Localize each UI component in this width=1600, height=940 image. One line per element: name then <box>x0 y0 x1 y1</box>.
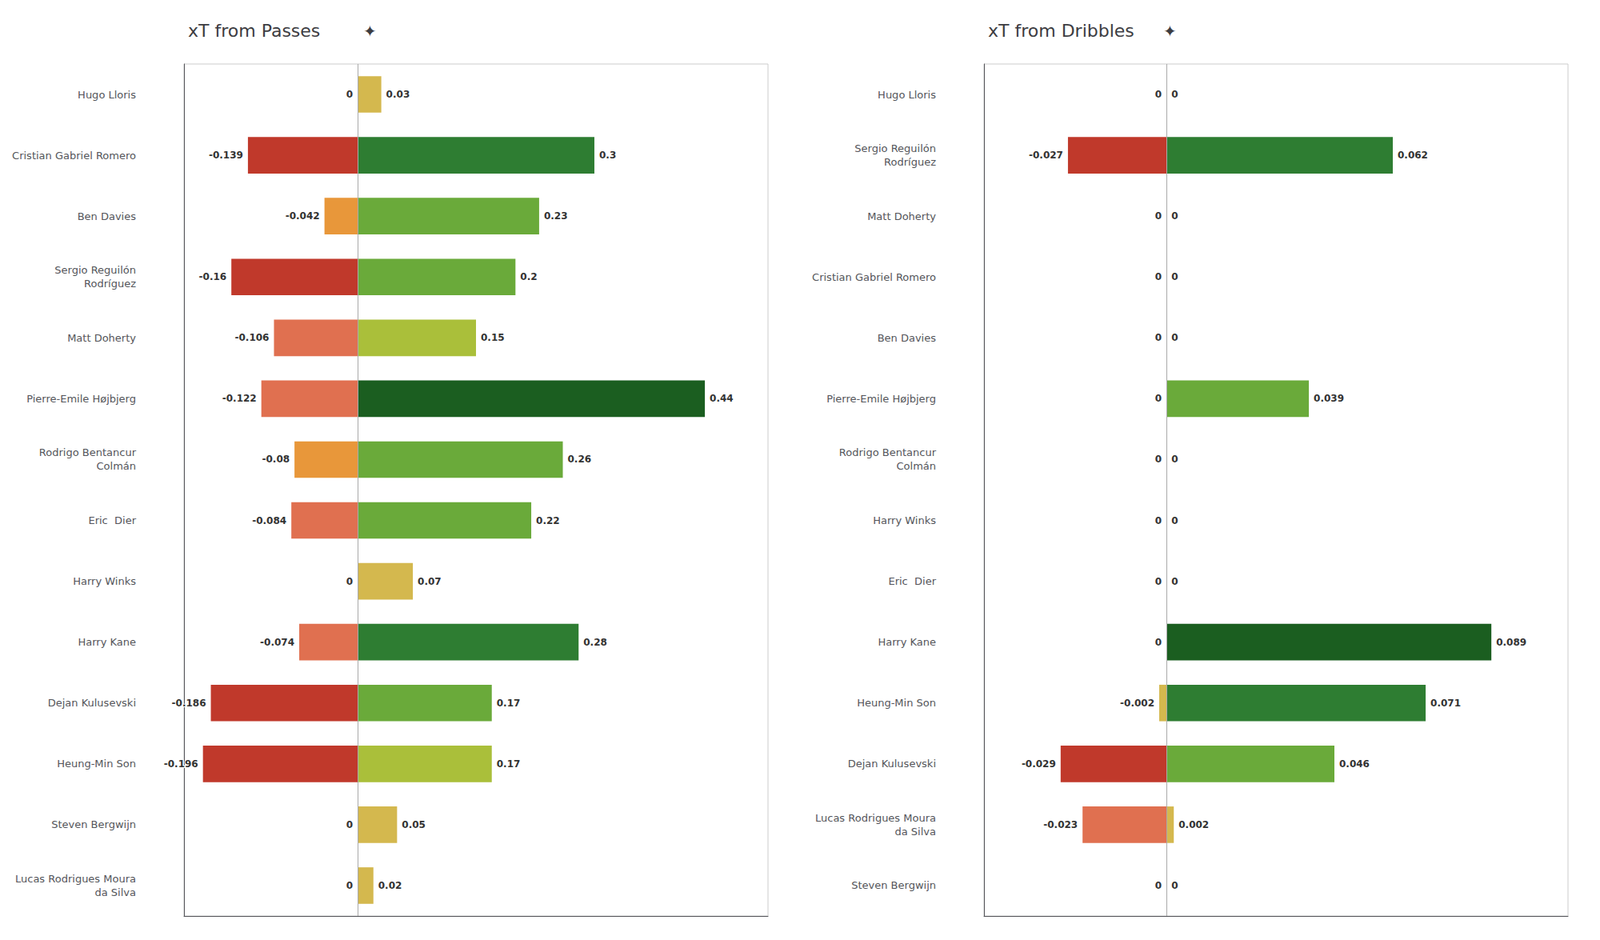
svg-text:da Silva: da Silva <box>95 886 137 899</box>
svg-text:-0.122: -0.122 <box>222 392 257 404</box>
svg-text:0: 0 <box>1155 210 1162 222</box>
svg-text:0: 0 <box>1171 880 1178 892</box>
svg-text:-0.074: -0.074 <box>260 636 295 648</box>
svg-text:Matt Doherty: Matt Doherty <box>867 210 936 223</box>
svg-text:0.23: 0.23 <box>544 210 568 222</box>
svg-text:0: 0 <box>1155 636 1162 648</box>
svg-text:0: 0 <box>1155 880 1162 892</box>
svg-text:0: 0 <box>1171 332 1178 344</box>
svg-text:0.071: 0.071 <box>1430 697 1461 709</box>
svg-text:Ben Davies: Ben Davies <box>877 332 937 344</box>
svg-text:-0.196: -0.196 <box>164 758 199 770</box>
svg-text:0: 0 <box>1155 88 1162 100</box>
svg-text:-0.002: -0.002 <box>1120 697 1155 709</box>
svg-text:Dejan Kulusevski: Dejan Kulusevski <box>48 696 136 709</box>
svg-text:-0.029: -0.029 <box>1021 758 1056 770</box>
svg-text:0: 0 <box>1155 271 1162 283</box>
svg-text:Rodrigo Bentancur: Rodrigo Bentancur <box>839 446 937 459</box>
svg-text:Ben Davies: Ben Davies <box>77 210 137 223</box>
svg-text:0.22: 0.22 <box>536 515 560 527</box>
svg-text:Pierre-Emile Højbjerg: Pierre-Emile Højbjerg <box>826 392 936 405</box>
svg-text:-0.08: -0.08 <box>262 453 291 465</box>
svg-text:-0.186: -0.186 <box>172 697 207 709</box>
svg-text:0.002: 0.002 <box>1178 819 1209 831</box>
svg-text:0.2: 0.2 <box>520 271 537 283</box>
svg-text:0.02: 0.02 <box>378 880 403 892</box>
svg-text:0: 0 <box>346 88 353 100</box>
svg-text:Heung-Min Son: Heung-Min Son <box>856 696 936 709</box>
svg-text:Steven Bergwijn: Steven Bergwijn <box>851 879 936 892</box>
svg-text:Rodríguez: Rodríguez <box>84 277 136 290</box>
svg-text:0: 0 <box>346 819 353 831</box>
svg-text:Rodrigo Bentancur: Rodrigo Bentancur <box>39 446 137 459</box>
svg-text:0.07: 0.07 <box>417 576 442 588</box>
svg-text:Lucas Rodrigues Moura: Lucas Rodrigues Moura <box>15 872 136 885</box>
svg-text:0.17: 0.17 <box>496 697 521 709</box>
svg-text:Hugo Lloris: Hugo Lloris <box>77 88 136 101</box>
svg-text:-0.139: -0.139 <box>208 149 244 161</box>
svg-text:Dejan Kulusevski: Dejan Kulusevski <box>848 757 936 770</box>
svg-text:0: 0 <box>1171 210 1178 222</box>
svg-text:-0.106: -0.106 <box>235 332 270 344</box>
svg-text:Harry Kane: Harry Kane <box>77 636 136 648</box>
svg-text:0: 0 <box>1155 332 1162 344</box>
svg-text:Sergio Reguilón: Sergio Reguilón <box>854 142 936 155</box>
svg-text:0.039: 0.039 <box>1313 392 1344 404</box>
svg-text:xT from Passes: xT from Passes <box>188 20 320 41</box>
svg-text:Heung-Min Son: Heung-Min Son <box>56 757 136 770</box>
svg-text:Colmán: Colmán <box>896 460 936 472</box>
svg-text:0: 0 <box>346 576 353 588</box>
svg-text:0.05: 0.05 <box>401 819 426 831</box>
svg-text:Cristian Gabriel Romero: Cristian Gabriel Romero <box>812 271 936 284</box>
svg-text:0.089: 0.089 <box>1496 636 1527 648</box>
svg-text:Cristian Gabriel Romero: Cristian Gabriel Romero <box>12 149 136 162</box>
svg-text:Eric Dier: Eric Dier <box>88 514 136 527</box>
svg-text:Harry Kane: Harry Kane <box>877 636 936 648</box>
svg-text:-0.042: -0.042 <box>285 210 320 222</box>
svg-text:0.17: 0.17 <box>496 758 521 770</box>
svg-text:0: 0 <box>1171 88 1178 100</box>
svg-text:-0.084: -0.084 <box>252 515 287 527</box>
svg-text:Rodríguez: Rodríguez <box>884 156 936 168</box>
svg-text:Eric Dier: Eric Dier <box>888 575 936 588</box>
svg-text:-0.023: -0.023 <box>1043 819 1078 831</box>
svg-text:0.28: 0.28 <box>583 636 608 648</box>
svg-text:Harry Winks: Harry Winks <box>872 514 936 527</box>
svg-text:0: 0 <box>1171 576 1178 588</box>
svg-text:✦: ✦ <box>363 21 377 41</box>
svg-text:Pierre-Emile Højbjerg: Pierre-Emile Højbjerg <box>26 392 136 405</box>
svg-text:0: 0 <box>1171 271 1178 283</box>
svg-text:da Silva: da Silva <box>895 825 937 838</box>
svg-text:0: 0 <box>1155 515 1162 527</box>
svg-text:0.03: 0.03 <box>386 88 411 100</box>
svg-text:Matt Doherty: Matt Doherty <box>67 332 136 344</box>
svg-text:0: 0 <box>346 880 353 892</box>
svg-text:0: 0 <box>1155 392 1162 404</box>
svg-text:Colmán: Colmán <box>96 460 136 472</box>
svg-text:-0.16: -0.16 <box>199 271 228 283</box>
svg-text:0.062: 0.062 <box>1397 149 1428 161</box>
svg-text:0: 0 <box>1171 515 1178 527</box>
svg-text:0.26: 0.26 <box>568 453 592 465</box>
svg-text:0.3: 0.3 <box>599 149 616 161</box>
svg-text:0.15: 0.15 <box>480 332 505 344</box>
svg-text:-0.027: -0.027 <box>1028 149 1064 161</box>
svg-text:0.44: 0.44 <box>709 392 734 404</box>
svg-text:0: 0 <box>1171 453 1178 465</box>
svg-text:Steven Bergwijn: Steven Bergwijn <box>51 818 136 831</box>
svg-text:xT from Dribbles: xT from Dribbles <box>988 20 1135 41</box>
svg-text:Hugo Lloris: Hugo Lloris <box>877 88 936 101</box>
svg-text:0.046: 0.046 <box>1339 758 1370 770</box>
svg-text:✦: ✦ <box>1163 21 1177 41</box>
svg-text:Sergio Reguilón: Sergio Reguilón <box>54 264 136 276</box>
svg-text:Harry Winks: Harry Winks <box>72 575 136 588</box>
svg-text:0: 0 <box>1155 576 1162 588</box>
svg-text:Lucas Rodrigues Moura: Lucas Rodrigues Moura <box>815 812 936 824</box>
svg-text:0: 0 <box>1155 453 1162 465</box>
